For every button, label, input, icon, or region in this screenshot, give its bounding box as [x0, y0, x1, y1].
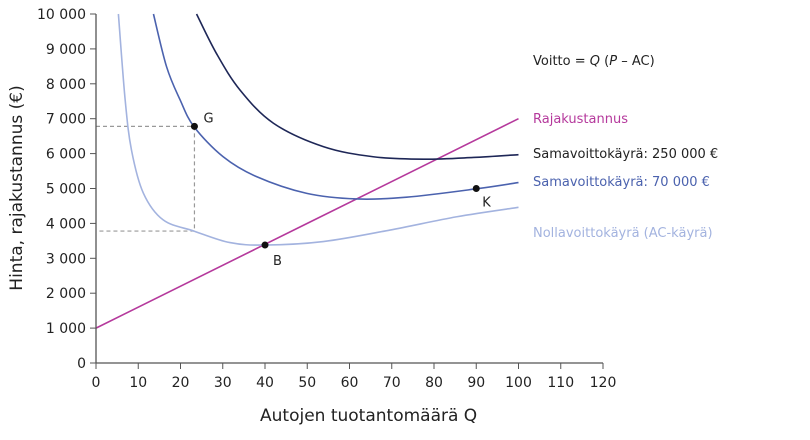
x-tick-label: 90: [467, 375, 485, 391]
zero-profit-ac-curve: [117, 13, 519, 246]
isoprofit-70000-curve: [152, 13, 519, 201]
x-tick-label: 80: [425, 375, 443, 391]
y-tick-label: 9 000: [46, 42, 86, 58]
y-tick-label: 5 000: [46, 182, 86, 198]
marginal-cost-line: [95, 117, 519, 329]
x-tick-label: 10: [129, 375, 147, 391]
y-tick-label: 2 000: [46, 286, 86, 302]
point-label: B: [273, 254, 282, 269]
series-label: Nollavoittokäyrä (AC-käyrä): [533, 226, 713, 241]
series-label: Samavoittokäyrä: 70 000 €: [533, 175, 710, 190]
x-tick-label: 60: [341, 375, 359, 391]
axes: [95, 14, 603, 364]
x-axis-label: Autojen tuotantomäärä Q: [260, 406, 477, 426]
x-tick-label: 0: [92, 375, 101, 391]
y-tick-label: 3 000: [46, 251, 86, 267]
y-tick-label: 6 000: [46, 147, 86, 163]
y-axis-label: Hinta, rajakustannus (€): [7, 85, 27, 290]
x-tick-label: 20: [172, 375, 190, 391]
point-B: [261, 241, 269, 249]
y-tick-label: 0: [77, 356, 86, 372]
y-tick-label: 10 000: [37, 7, 86, 23]
series-label: Rajakustannus: [533, 112, 628, 127]
x-tick-label: 120: [590, 375, 617, 391]
points: G B K: [190, 111, 491, 269]
x-tick-label: 50: [298, 375, 316, 391]
isoprofit-250000-curve: [195, 13, 519, 160]
x-tick-label: 40: [256, 375, 274, 391]
x-tick-label: 30: [214, 375, 232, 391]
series-label: Samavoittokäyrä: 250 000 €: [533, 147, 718, 162]
point-K: [472, 185, 480, 192]
y-tick-label: 8 000: [46, 77, 86, 93]
y-tick-label: 7 000: [46, 112, 86, 128]
curves: [95, 13, 519, 329]
point-label: K: [482, 196, 491, 211]
point-label: G: [203, 111, 213, 126]
y-tick-label: 1 000: [46, 321, 86, 337]
point-G: [190, 122, 198, 130]
annotation-profit: Voitto = Q (P – AC): [533, 54, 655, 69]
x-tick-label: 100: [505, 375, 532, 391]
x-tick-label: 110: [547, 375, 574, 391]
y-tick-label: 4 000: [46, 216, 86, 232]
x-tick-label: 70: [383, 375, 401, 391]
guide-lines: [96, 125, 196, 232]
series-labels: Rajakustannus Samavoittokäyrä: 250 000 € S…: [533, 112, 718, 241]
